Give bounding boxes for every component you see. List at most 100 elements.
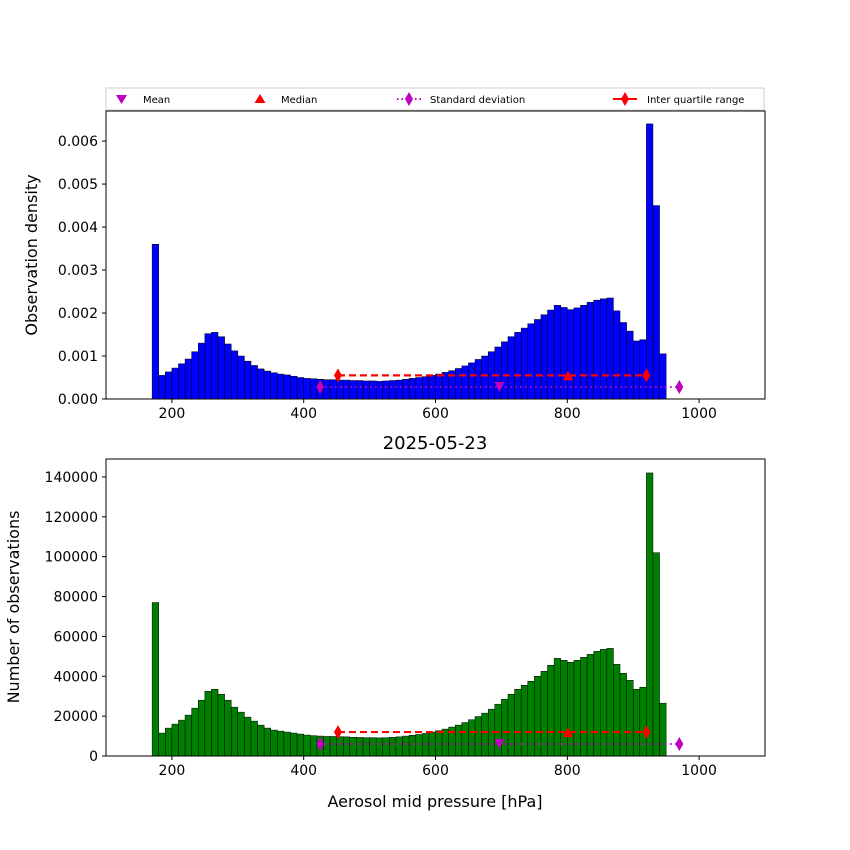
legend-label-mean: Mean xyxy=(143,95,170,106)
y-tick-label: 140000 xyxy=(45,470,98,486)
histogram-bar xyxy=(606,648,614,757)
histogram-bar xyxy=(553,305,561,400)
density-histogram-panel: 200 400 600 800 1000 0.0000.0010.0020.0030.0… xyxy=(22,110,766,422)
histogram-bar xyxy=(290,732,298,757)
x-tick-label: 600 xyxy=(422,406,449,422)
histogram-bar xyxy=(408,735,416,757)
histogram-bar xyxy=(507,336,515,400)
histogram-bar xyxy=(211,688,219,757)
histogram-bar xyxy=(514,332,522,400)
histogram-bar xyxy=(342,736,351,757)
histogram-bar xyxy=(461,722,469,757)
histogram-bar xyxy=(593,651,601,757)
legend-label-iqr: Inter quartile range xyxy=(647,95,744,106)
density-bars xyxy=(151,123,667,400)
median-marker-icon xyxy=(254,94,266,103)
histogram-bar xyxy=(336,379,344,400)
histogram-bar xyxy=(191,707,199,757)
histogram-bar xyxy=(501,341,509,400)
histogram-bar xyxy=(567,662,575,757)
histogram-bar xyxy=(402,378,410,400)
histogram-bar xyxy=(639,339,647,400)
iqr-end-marker xyxy=(642,725,651,740)
median-marker xyxy=(562,727,573,738)
y-tick-label: 0 xyxy=(89,749,98,765)
histogram-bar xyxy=(613,310,621,400)
std-legend-diamond-icon xyxy=(405,92,413,106)
count-histogram-panel: 2025-05-23 200 400 600 800 1000 0 20000 40000 6… xyxy=(4,433,766,811)
y-tick-label: 0.000 xyxy=(58,392,98,408)
histogram-bar xyxy=(659,353,667,400)
count-y-ticks: 0 20000 40000 60000 80000 100000 120000 140000 xyxy=(45,470,106,765)
histogram-bar xyxy=(342,379,351,400)
std-end-marker xyxy=(316,379,325,394)
histogram-bar xyxy=(191,351,199,400)
histogram-bar xyxy=(290,375,298,400)
y-tick-label: 120000 xyxy=(45,510,98,526)
legend-label-median: Median xyxy=(281,95,317,106)
histogram-bar xyxy=(455,368,463,400)
std-end-marker xyxy=(675,379,684,394)
x-tick-label: 800 xyxy=(554,763,581,779)
histogram-bar xyxy=(303,734,311,757)
histogram-bar xyxy=(270,729,278,757)
y-tick-label: 0.001 xyxy=(58,349,98,365)
histogram-bar xyxy=(158,732,166,757)
histogram-bar xyxy=(461,365,469,400)
histogram-bar xyxy=(151,244,159,400)
histogram-bar xyxy=(375,737,384,757)
histogram-bar xyxy=(151,602,159,757)
histogram-bar xyxy=(178,363,186,400)
histogram-bar xyxy=(349,737,357,757)
histogram-bar xyxy=(494,346,502,400)
histogram-bar xyxy=(263,370,272,400)
histogram-bar xyxy=(580,657,588,757)
histogram-bar xyxy=(468,362,476,400)
legend-entry-iqr: Inter quartile range xyxy=(613,92,744,106)
y-tick-label: 0.002 xyxy=(58,306,98,322)
legend-label-std: Standard deviation xyxy=(430,95,525,106)
histogram-bar xyxy=(408,378,416,400)
histogram-bar xyxy=(217,336,225,400)
histogram-bar xyxy=(428,731,436,757)
histogram-bar xyxy=(204,690,212,757)
histogram-bar xyxy=(171,723,179,757)
histogram-bar xyxy=(362,737,370,757)
histogram-bar xyxy=(586,302,594,400)
legend-entry-mean: Mean xyxy=(116,95,170,106)
iqr-end-marker xyxy=(333,725,342,740)
y-tick-label: 0.003 xyxy=(58,263,98,279)
iqr-legend-diamond-icon xyxy=(621,92,629,106)
density-y-ticks: 0.000 0.001 0.002 0.003 0.004 0.005 0.006 xyxy=(58,134,106,408)
histogram-bar xyxy=(639,686,647,757)
histogram-bar xyxy=(217,693,225,757)
histogram-bar xyxy=(184,358,192,400)
histogram-bar xyxy=(323,736,331,757)
histogram-bar xyxy=(323,379,331,400)
x-tick-label: 400 xyxy=(290,406,317,422)
histogram-bar xyxy=(336,736,344,757)
histogram-bar xyxy=(230,350,239,400)
histogram-bar xyxy=(573,660,581,757)
histogram-bar xyxy=(481,712,489,757)
histogram-bar xyxy=(349,380,357,400)
histogram-bar xyxy=(652,552,660,757)
iqr-end-marker xyxy=(642,368,651,383)
histogram-bar xyxy=(520,684,529,757)
legend: Mean Median Standard deviation Inter qua… xyxy=(105,87,765,111)
x-tick-label: 800 xyxy=(554,406,581,422)
mean-marker-icon xyxy=(116,95,127,104)
histogram-bar xyxy=(402,735,410,757)
histogram-bar xyxy=(184,714,192,757)
histogram-bar xyxy=(165,371,173,400)
histogram-bar xyxy=(244,360,252,400)
histogram-bar xyxy=(547,309,555,400)
y-tick-label: 80000 xyxy=(53,590,98,606)
histogram-bar xyxy=(204,333,212,400)
histogram-bar xyxy=(646,123,654,400)
y-tick-label: 20000 xyxy=(53,709,98,725)
histogram-bar xyxy=(646,472,654,757)
histogram-bar xyxy=(395,736,403,757)
y-tick-label: 60000 xyxy=(53,629,98,645)
y-tick-label: 100000 xyxy=(45,550,98,566)
